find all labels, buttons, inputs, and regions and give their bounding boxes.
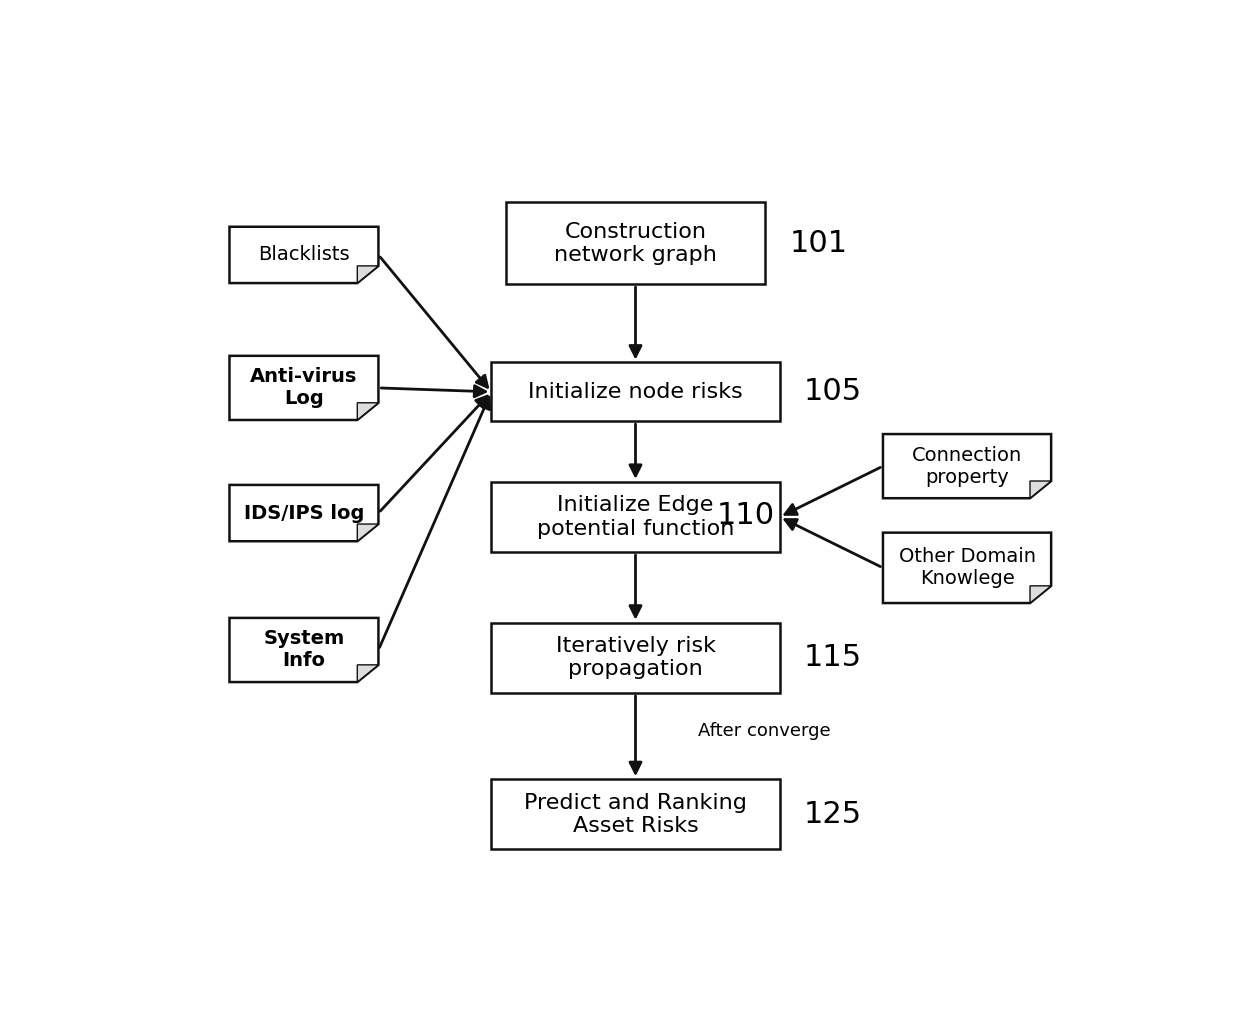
Polygon shape [883, 434, 1052, 498]
Text: System
Info: System Info [263, 630, 345, 671]
Polygon shape [357, 524, 378, 542]
Text: Iteratively risk
propagation: Iteratively risk propagation [556, 636, 715, 680]
Text: Initialize node risks: Initialize node risks [528, 382, 743, 401]
Polygon shape [1030, 481, 1052, 498]
Text: Blacklists: Blacklists [258, 246, 350, 264]
Bar [506, 202, 765, 284]
Polygon shape [357, 664, 378, 682]
Polygon shape [229, 485, 378, 542]
Text: Connection
property: Connection property [911, 446, 1022, 487]
Polygon shape [1030, 586, 1052, 604]
Polygon shape [357, 266, 378, 283]
Polygon shape [229, 227, 378, 283]
Bar [491, 623, 780, 693]
Bar [491, 482, 780, 553]
Text: Predict and Ranking
Asset Risks: Predict and Ranking Asset Risks [525, 792, 746, 836]
Polygon shape [883, 532, 1052, 604]
Text: Anti-virus
Log: Anti-virus Log [250, 368, 357, 408]
Text: IDS/IPS log: IDS/IPS log [244, 504, 365, 522]
Text: Other Domain
Knowlege: Other Domain Knowlege [899, 548, 1035, 588]
Bar [491, 363, 780, 422]
Text: 101: 101 [789, 229, 847, 258]
Text: 125: 125 [804, 800, 862, 829]
Polygon shape [229, 618, 378, 682]
Text: 105: 105 [804, 377, 862, 406]
Text: Construction
network graph: Construction network graph [554, 221, 717, 265]
Text: Initialize Edge
potential function: Initialize Edge potential function [537, 496, 734, 538]
Bar [491, 779, 780, 849]
Text: 115: 115 [804, 643, 862, 673]
Polygon shape [229, 356, 378, 420]
Text: After converge: After converge [698, 721, 831, 740]
Text: 110: 110 [717, 501, 775, 530]
Polygon shape [357, 402, 378, 420]
